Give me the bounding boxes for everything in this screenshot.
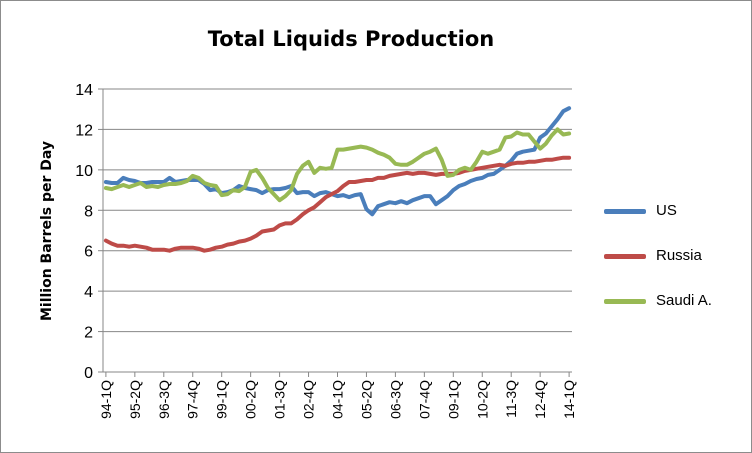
legend-label-russia: Russia: [656, 247, 702, 264]
x-tick-label-95-2Q: 95-2Q: [127, 380, 143, 419]
series-line-us: [103, 106, 572, 217]
legend-label-saudi: Saudi A.: [656, 292, 712, 309]
chart-title: Total Liquids Production: [207, 27, 495, 51]
x-tick-label-11-3Q: 11-3Q: [503, 380, 519, 418]
y-tick-label-8: 8: [84, 203, 93, 220]
x-tick-label-97-4Q: 97-4Q: [185, 380, 201, 419]
y-tick-labels: 0 2 4 6 8 10 12 14: [75, 82, 93, 382]
y-tick-label-12: 12: [75, 122, 93, 139]
legend-item-us: US: [604, 201, 749, 223]
x-tick-label-96-3Q: 96-3Q: [156, 380, 172, 419]
x-tick-label-94-1Q: 94-1Q: [98, 380, 114, 419]
legend-item-russia: Russia: [604, 246, 749, 268]
y-tick-label-6: 6: [84, 244, 93, 261]
legend-item-saudi: Saudi A.: [604, 291, 749, 313]
x-tick-label-09-1Q: 09-1Q: [445, 380, 461, 419]
x-tick-labels: 94-1Q 95-2Q 96-3Q 97-4Q 99-1Q 00-2Q 01-3Q 02-4Q…: [98, 380, 577, 419]
x-tick-label-12-4Q: 12-4Q: [532, 380, 548, 419]
series-lines: [103, 106, 572, 253]
legend-swatch-russia: [604, 254, 646, 259]
x-tick-label-99-1Q: 99-1Q: [214, 380, 230, 419]
gridlines: [103, 88, 572, 333]
legend-swatch-us: [604, 209, 646, 214]
legend-swatch-saudi: [604, 299, 646, 304]
x-tick-label-06-3Q: 06-3Q: [387, 380, 403, 419]
x-tick-label-10-2Q: 10-2Q: [474, 380, 490, 419]
y-tick-label-4: 4: [84, 284, 93, 301]
y-tick-label-10: 10: [75, 163, 93, 180]
x-tick-label-01-3Q: 01-3Q: [272, 380, 288, 419]
x-tick-label-14-1Q: 14-1Q: [561, 380, 577, 419]
x-tick-label-04-1Q: 04-1Q: [330, 380, 346, 419]
y-tick-label-0: 0: [84, 365, 93, 382]
legend-label-us: US: [656, 202, 677, 219]
series-line-saudi: [103, 127, 572, 203]
series-line-russia: [103, 155, 572, 253]
x-tick-label-00-2Q: 00-2Q: [243, 380, 259, 419]
x-tick-label-07-4Q: 07-4Q: [416, 380, 432, 419]
y-tick-label-14: 14: [75, 82, 93, 99]
axes: [98, 88, 572, 377]
x-tick-label-02-4Q: 02-4Q: [301, 380, 317, 419]
legend: US Russia Saudi A.: [604, 201, 749, 336]
x-tick-label-05-2Q: 05-2Q: [358, 380, 374, 419]
y-tick-label-2: 2: [84, 325, 93, 342]
